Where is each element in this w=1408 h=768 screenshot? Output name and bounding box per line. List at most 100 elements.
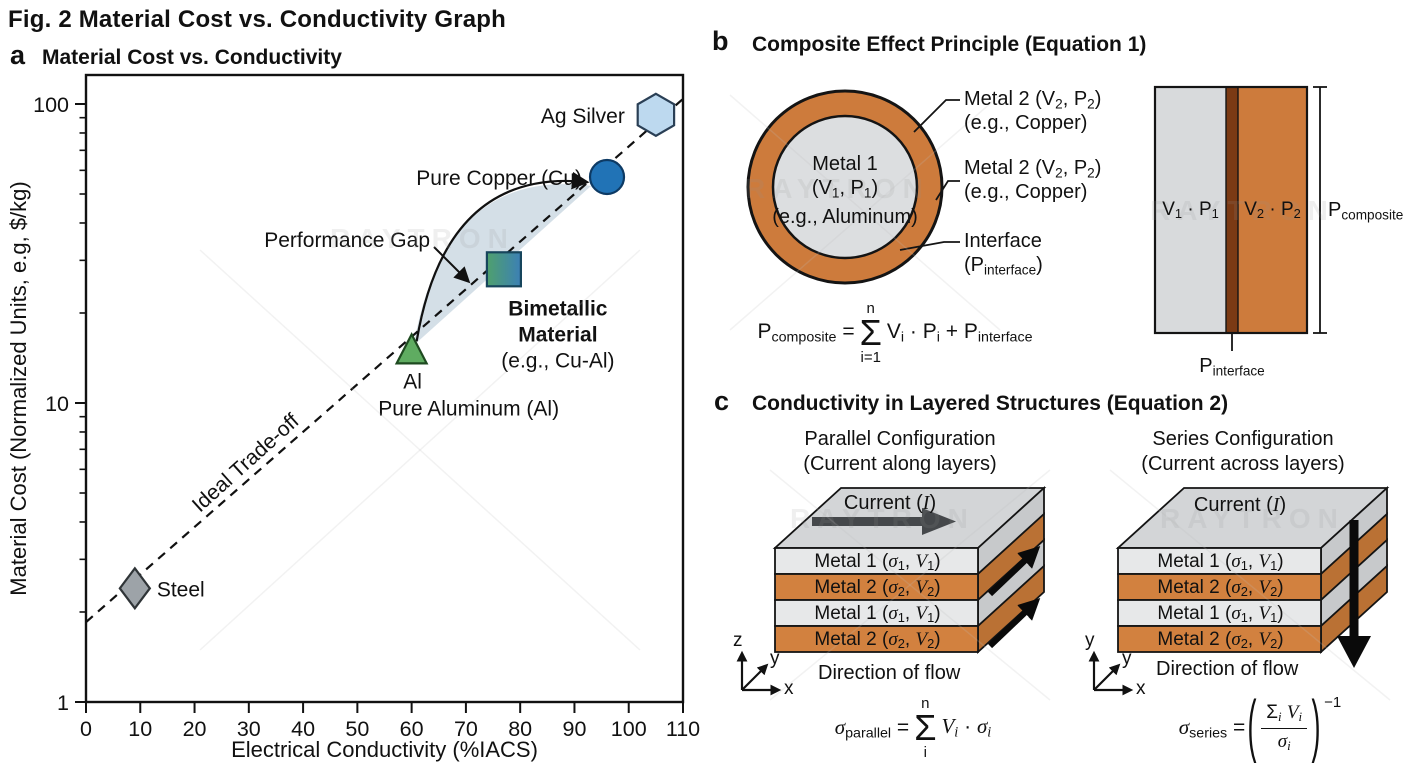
composite-extent-bracket [1313,86,1327,334]
current-label-parallel: Current (I) [843,492,937,514]
flow-arrow-lower [987,598,1041,649]
figure-title: Fig. 2 Material Cost vs. Conductivity Gr… [8,6,507,33]
layer-metal2 [774,625,979,653]
exponent: −1 [1324,694,1342,711]
summation-symbol: n Σ i=1 [859,299,882,367]
eq1-lhs: Pcomposite = [757,320,855,346]
data-point-label: (e.g., Cu-Al) [501,349,614,372]
close-paren: ) [1311,688,1321,765]
axes-left [736,650,782,696]
layer-label: Metal 2 (σ2, V2) [814,577,941,600]
open-paren: ( [1247,688,1257,765]
callout-leader-interface [899,241,960,251]
panel-c-title: Conductivity in Layered Structures (Equa… [752,392,1229,415]
data-point-label: Bimetallic [508,297,608,320]
ring-inner-label: Metal 1 (V1, P1) (e.g., Aluminum) [745,152,945,229]
layer-metal2 [1117,625,1322,653]
x-tick-label: 90 [562,717,586,741]
panel-c-letter: c [714,386,730,416]
composite-ring-diagram [746,89,960,285]
data-point-label: Material [518,323,597,346]
series-config-subtitle: Series Configuration (Current across lay… [1141,428,1345,475]
axis-label-x: x [1136,678,1146,699]
axes-right [1088,650,1134,696]
p-composite-label: Pcomposite [1328,199,1404,223]
parallel-config-subtitle: Parallel Configuration (Current along la… [803,428,997,475]
layer-label: Metal 1 (σ1, V1) [814,603,941,626]
layer-label: Metal 1 (σ1, V1) [814,551,941,574]
data-point-label: Ag Silver [541,105,625,128]
layer-label: Metal 2 (σ2, V2) [814,629,941,652]
slab-v1p1-label: V1 · P1 [1162,199,1219,222]
x-tick-label: 40 [291,717,315,741]
metal1-label: Metal 1 [812,153,878,175]
panel-b-letter: b [712,26,729,56]
flow-arrow-upper [987,546,1041,597]
equation-composite: Pcomposite = n Σ i=1 Vi · Pi + Pinterfac… [700,299,1090,367]
x-tick-label: 70 [454,717,478,741]
plot-border [84,73,685,704]
data-point-label: Pure Aluminum (Al) [378,397,559,420]
performance-gap-pointer [433,246,471,284]
data-point-triangle [394,331,429,365]
current-down-arrow [1337,520,1371,668]
cost-conductivity-chart: 0 10 20 30 40 50 60 70 80 90 100 110110100Electrica… [6,73,700,762]
axis-label-y: y [770,648,780,669]
callout-leader-top [913,99,960,133]
data-point-square [485,251,522,288]
fraction: Σi Vi σi [1261,702,1308,753]
performance-gap-label: Performance Gap [264,229,430,252]
y-axis-label: Material Cost (Normalized Units, e.g, $/… [6,181,31,595]
slab-metal2-region [1238,87,1307,333]
y-tick-label: 10 [45,392,69,416]
data-point-label: Steel [157,578,205,601]
layer-metal2 [774,573,979,601]
slab-metal1-region [1155,87,1226,333]
x-tick-label: 60 [400,717,424,741]
composite-slab-diagram [1153,85,1327,351]
x-tick-label: 30 [237,717,261,741]
x-tick-label: 10 [128,717,152,741]
p-interface-label: Pinterface [1199,355,1265,379]
callout-interface-line2: (Pinterface) [964,254,1043,278]
panel-a-letter: a [10,40,26,70]
callout-metal2-mid-line1: Metal 2 (V2, P2) [964,157,1102,181]
callout-metal2-top-line2: (e.g., Copper) [964,112,1088,134]
equation-series: σseries = ( Σi Vi σi ) −1 [1178,688,1342,765]
current-label-series: Current (I) [1193,494,1287,516]
axis-label-y-diagonal: y [1122,648,1132,669]
x-tick-label: 100 [611,717,647,741]
data-point-label: Pure Copper (Cu) [416,167,582,190]
eq1-rhs: Vi · Pi + Pinterface [886,320,1033,346]
gap-curve-arrow [415,171,590,342]
metal1-example: (e.g., Aluminum) [772,206,918,229]
layer-metal1 [774,599,979,627]
data-point-label: Al [403,370,422,393]
ring-inner-metal1 [771,114,919,260]
parallel-stack-diagram [772,485,1047,655]
y-tick-label: 100 [33,93,69,117]
callout-metal2-top-line1: Metal 2 (V2, P2) [964,88,1102,112]
panel-b-title: Composite Effect Principle (Equation 1) [752,33,1147,56]
x-tick-label: 50 [345,717,369,741]
layer-label: Metal 1 (σ1, V1) [1157,551,1284,574]
layer-label: Metal 1 (σ1, V1) [1157,603,1284,626]
data-point-circle [588,158,626,196]
layer-metal1 [1117,599,1322,627]
callout-metal2-mid-line2: (e.g., Copper) [964,181,1088,203]
x-tick-label: 80 [508,717,532,741]
callout-interface-line1: Interface [964,230,1042,252]
slab-border [1153,85,1309,335]
y-tick-label: 1 [57,691,69,715]
series-stack-diagram [1115,485,1390,668]
data-point-hexagon [636,92,676,138]
x-tick-label: 0 [80,717,92,741]
layer-label: Metal 2 (σ2, V2) [1157,577,1284,600]
slab-interface-strip [1226,87,1238,333]
summation-symbol: n Σ i [914,694,937,762]
axis-label-z: z [733,630,743,651]
direction-of-flow-left: Direction of flow [818,662,961,684]
x-tick-label: 20 [183,717,207,741]
axis-label-y-vertical: y [1085,630,1095,651]
